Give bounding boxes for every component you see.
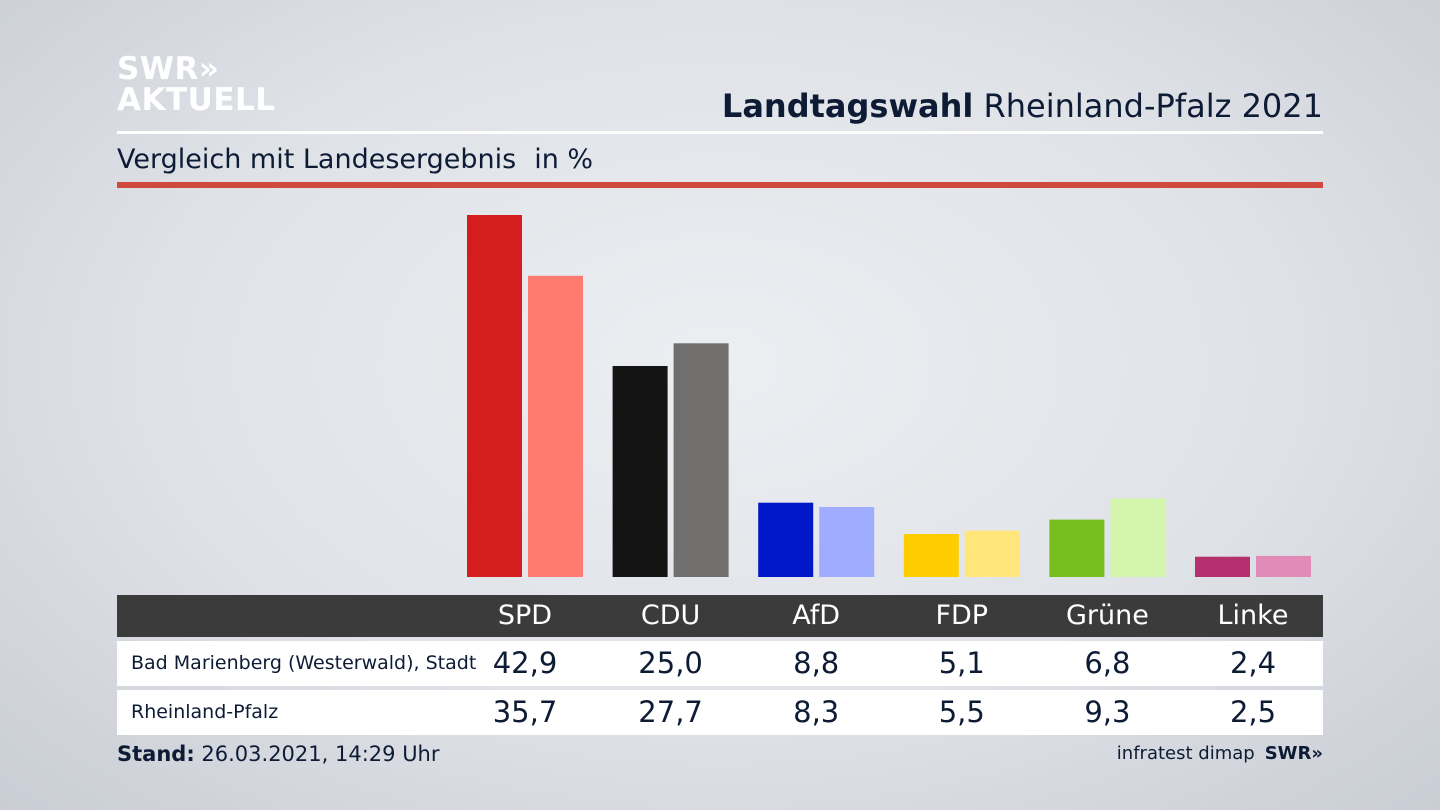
bar-afd-series-1 xyxy=(758,502,814,577)
value-spd-series-1: 42,9 xyxy=(492,646,558,680)
bar-spd-series-1 xyxy=(467,215,522,577)
title-rest: Rheinland-Pfalz 2021 xyxy=(983,87,1323,125)
bar-chart xyxy=(467,215,1311,577)
bar-cdu-series-1 xyxy=(612,366,668,577)
row-label-state: Rheinland-Pfalz xyxy=(131,701,279,723)
value-cdu-series-1: 25,0 xyxy=(638,646,703,680)
stand-value: 26.03.2021, 14:29 Uhr xyxy=(201,742,440,766)
bar-fdp-series-2 xyxy=(964,530,1020,577)
value-fdp-series-1: 5,1 xyxy=(938,646,985,680)
page-title: Landtagswahl Rheinland-Pfalz 2021 xyxy=(722,86,1323,126)
bar-cdu-series-2 xyxy=(673,343,729,577)
table-header: SPD CDU AfD FDP Grüne Linke xyxy=(117,595,1323,637)
bar-afd-series-2 xyxy=(819,507,875,577)
logo-line-2: AKTUELL xyxy=(117,82,276,118)
column-header-spd: SPD xyxy=(497,600,553,631)
value-afd-series-1: 8,8 xyxy=(793,646,840,680)
title-bold: Landtagswahl xyxy=(721,87,974,125)
table-row-state: Rheinland-Pfalz 35,7 27,7 8,3 5,5 9,3 2,5 xyxy=(117,690,1323,735)
unit-label: in % xyxy=(534,144,594,175)
column-header-gruene: Grüne xyxy=(1065,600,1149,631)
column-header-linke: Linke xyxy=(1217,600,1289,631)
bar-gruene-series-2 xyxy=(1110,498,1166,577)
subtitle-text: Vergleich mit Landesergebnis xyxy=(117,144,517,175)
source-credit: infratest dimap SWR» xyxy=(1117,741,1323,767)
bar-linke-series-1 xyxy=(1195,556,1250,577)
stand-label: Stand: xyxy=(117,742,195,766)
value-gruene-series-2: 9,3 xyxy=(1084,695,1131,729)
column-header-fdp: FDP xyxy=(935,600,989,631)
value-afd-series-2: 8,3 xyxy=(793,695,840,729)
value-spd-series-2: 35,7 xyxy=(492,695,558,729)
results-table: SPD CDU AfD FDP Grüne Linke Bad Marienberg (W… xyxy=(117,595,1323,735)
column-header-cdu: CDU xyxy=(640,600,701,631)
column-header-afd: AfD xyxy=(792,600,841,631)
table-row-local: Bad Marienberg (Westerwald), Stadt 42,9 2… xyxy=(117,641,1323,686)
value-gruene-series-1: 6,8 xyxy=(1084,646,1131,680)
title-divider xyxy=(117,131,1323,134)
bar-spd-series-2 xyxy=(528,275,583,577)
chart-subtitle: Vergleich mit Landesergebnis in % xyxy=(117,142,593,178)
value-linke-series-1: 2,4 xyxy=(1229,646,1277,680)
subtitle-divider xyxy=(117,182,1323,188)
bar-linke-series-2 xyxy=(1256,555,1311,577)
footer-swr-logo: SWR» xyxy=(1264,743,1323,764)
row-label-local: Bad Marienberg (Westerwald), Stadt xyxy=(131,652,477,674)
swr-aktuell-logo: SWR» AKTUELL xyxy=(117,54,276,116)
value-linke-series-2: 2,5 xyxy=(1229,695,1277,729)
value-fdp-series-2: 5,5 xyxy=(938,695,985,729)
value-cdu-series-2: 27,7 xyxy=(638,695,703,729)
source-text: infratest dimap xyxy=(1116,743,1255,764)
logo-line-1: SWR» xyxy=(117,51,220,87)
bar-gruene-series-1 xyxy=(1049,519,1105,577)
bar-fdp-series-1 xyxy=(903,534,959,577)
timestamp: Stand: 26.03.2021, 14:29 Uhr xyxy=(117,740,440,768)
